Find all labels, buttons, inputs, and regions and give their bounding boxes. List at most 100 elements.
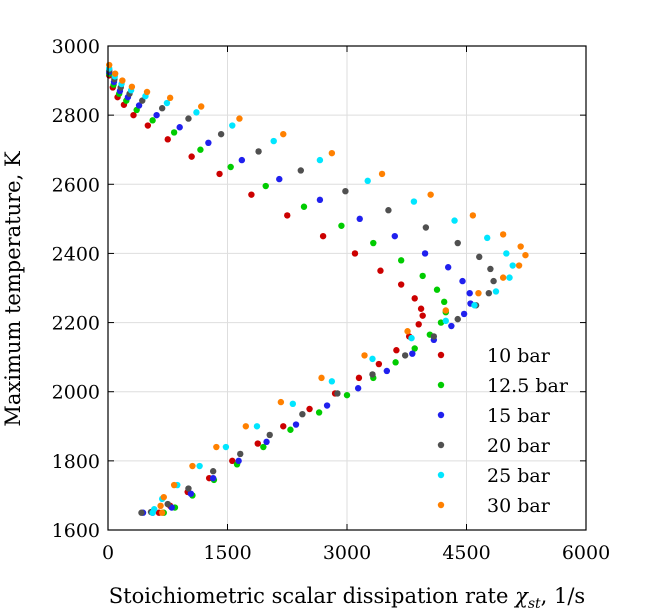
data-point [188, 153, 195, 160]
data-point [170, 481, 178, 489]
data-point [158, 105, 166, 112]
data-point [209, 474, 217, 482]
data-point [197, 146, 204, 153]
data-point [238, 156, 246, 164]
data-point [289, 400, 297, 408]
data-point [149, 509, 156, 516]
data-point [430, 333, 438, 340]
data-point [185, 115, 192, 122]
data-point [415, 321, 422, 328]
legend-label: 10 bar [487, 345, 551, 367]
data-point [198, 103, 205, 110]
y-tick-label: 1800 [52, 451, 100, 473]
x-tick-label: 1500 [203, 542, 251, 564]
data-point [229, 457, 236, 465]
data-point [263, 438, 270, 446]
data-point [316, 156, 324, 164]
data-point [442, 307, 449, 314]
legend-label: 30 bar [487, 495, 551, 517]
y-tick-label: 2800 [52, 105, 100, 127]
data-point [375, 360, 383, 368]
data-point [284, 212, 291, 219]
data-point [143, 88, 151, 96]
data-point [392, 359, 399, 366]
data-point [490, 277, 497, 285]
legend-label: 25 bar [487, 465, 551, 487]
data-point [506, 274, 513, 281]
data-point [196, 462, 203, 470]
data-point [209, 468, 217, 475]
data-point [485, 289, 493, 297]
data-point [515, 262, 523, 269]
data-point [419, 312, 426, 319]
data-point [421, 250, 429, 257]
legend-marker [437, 501, 445, 509]
data-point [378, 170, 386, 178]
data-point [369, 355, 376, 363]
legend-marker [437, 351, 445, 359]
data-point [469, 212, 477, 219]
data-point [193, 109, 200, 116]
x-tick-label: 4500 [442, 542, 490, 564]
data-point [164, 500, 171, 508]
data-point [475, 289, 482, 297]
data-point [334, 390, 341, 397]
data-point [411, 295, 418, 302]
legend: 10 bar 12.5 bar 15 bar 20 bar 25 bar 30 bar [437, 345, 569, 517]
data-point [235, 457, 242, 465]
data-point [266, 431, 273, 439]
data-point [355, 374, 363, 382]
legend-marker [437, 441, 445, 449]
data-point [404, 328, 411, 335]
data-point [316, 196, 324, 204]
data-point [319, 232, 327, 240]
legend-label: 20 bar [487, 435, 551, 457]
data-point [351, 250, 359, 257]
data-point [280, 130, 287, 138]
y-tick-labels: 1600 1800 2000 2200 2400 2600 2800 3000 [52, 36, 100, 542]
data-point [176, 124, 183, 131]
data-point [411, 345, 418, 352]
data-point [354, 385, 362, 392]
y-axis-label: Maximum temperature, K [1, 151, 25, 427]
data-point [417, 305, 425, 312]
data-point [338, 222, 345, 229]
data-point [270, 137, 277, 145]
data-point [138, 509, 145, 516]
data-point [153, 111, 160, 119]
data-point [158, 509, 166, 516]
data-point [383, 367, 391, 375]
data-point [492, 288, 500, 295]
data-point [276, 175, 283, 183]
data-point [164, 136, 171, 143]
data-point [253, 423, 261, 430]
data-point [370, 239, 377, 247]
data-point [130, 111, 137, 119]
series-12-5-bar [105, 70, 449, 516]
y-tick-label: 2400 [52, 243, 100, 265]
data-point [361, 352, 368, 359]
data-point [189, 462, 196, 470]
data-point [451, 217, 458, 224]
data-point [254, 440, 261, 447]
data-point [509, 262, 516, 269]
data-point [328, 378, 336, 385]
data-point [401, 352, 409, 359]
data-point [323, 402, 331, 409]
data-point [111, 70, 119, 77]
data-point [408, 334, 415, 342]
y-tick-label: 2000 [52, 382, 100, 404]
data-point [105, 61, 113, 69]
data-point [248, 191, 255, 198]
data-point [306, 405, 313, 413]
data-point [216, 170, 223, 178]
data-point [144, 122, 152, 129]
data-point [119, 77, 126, 84]
x-tick-labels: 0 1500 3000 4500 6000 [102, 542, 610, 564]
y-tick-label: 2600 [52, 174, 100, 196]
legend-marker [437, 471, 445, 479]
data-point [260, 443, 267, 451]
data-point [393, 347, 400, 354]
data-point [157, 502, 164, 509]
